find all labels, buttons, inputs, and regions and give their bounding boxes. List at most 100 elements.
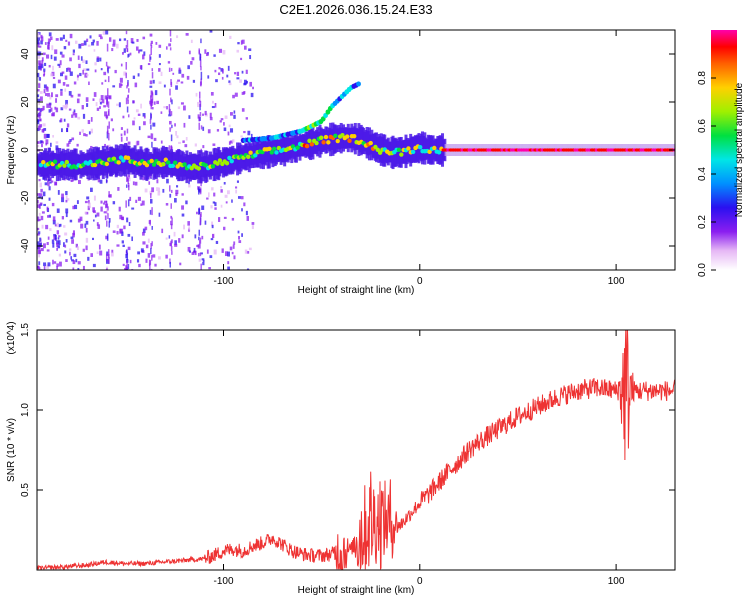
- noise-cell: [52, 259, 54, 265]
- noise-cell: [124, 267, 128, 270]
- noise-cell: [120, 133, 123, 137]
- noise-cell: [37, 193, 41, 196]
- noise-cell: [85, 211, 89, 215]
- ridge-point: [121, 158, 126, 163]
- streak-cell: [169, 108, 171, 114]
- noise-cell: [37, 141, 40, 144]
- streak-cell: [127, 114, 130, 118]
- noise-cell: [137, 113, 141, 116]
- ridge-point: [314, 140, 319, 146]
- noise-cell: [143, 115, 146, 119]
- noise-cell: [69, 71, 73, 76]
- noise-cell: [246, 215, 250, 221]
- streak-cell: [168, 235, 171, 239]
- noise-cell: [48, 186, 51, 191]
- noise-cell: [237, 42, 240, 45]
- noise-cell: [54, 224, 57, 227]
- colorbar-tick-label: 0.2: [697, 215, 708, 229]
- noise-cell: [200, 252, 203, 255]
- noise-cell: [87, 205, 90, 211]
- noise-cell: [105, 30, 109, 35]
- ridge-point: [267, 146, 272, 151]
- noise-cell: [123, 130, 126, 136]
- streak-cell: [126, 264, 128, 270]
- noise-cell: [49, 177, 52, 181]
- noise-cell: [212, 143, 216, 146]
- streak-cell: [106, 233, 109, 241]
- noise-cell: [53, 261, 57, 264]
- noise-cell: [41, 211, 45, 214]
- noise-cell: [181, 234, 184, 239]
- noise-cell: [54, 234, 57, 240]
- noise-cell: [190, 61, 193, 65]
- noise-cell: [39, 242, 42, 247]
- noise-cell: [38, 115, 41, 119]
- noise-cell: [209, 255, 213, 259]
- noise-cell: [79, 72, 82, 77]
- noise-cell: [48, 197, 51, 201]
- ridge-point: [104, 161, 110, 167]
- streak-cell: [125, 249, 128, 254]
- noise-cell: [122, 263, 125, 267]
- noise-cell: [156, 187, 159, 191]
- ridge-point: [246, 154, 251, 159]
- streak-cell: [107, 206, 109, 211]
- streak-cell: [126, 175, 128, 182]
- noise-cell: [52, 83, 56, 89]
- noise-cell: [152, 107, 154, 110]
- spectrogram-xlabel: Height of straight line (km): [298, 285, 415, 296]
- snr-multiplier: (x10^4): [6, 321, 17, 354]
- noise-cell: [37, 249, 41, 255]
- streak-cell: [200, 66, 202, 71]
- noise-cell: [39, 182, 43, 188]
- noise-cell: [244, 45, 247, 50]
- streak-cell: [199, 252, 202, 257]
- noise-cell: [50, 54, 53, 60]
- noise-cell: [238, 240, 242, 244]
- noise-cell: [97, 224, 101, 229]
- noise-cell: [142, 54, 145, 60]
- noise-cell: [116, 103, 120, 106]
- colorbar-label: Normalized spectral amplitude: [734, 82, 745, 217]
- noise-cell: [149, 190, 153, 195]
- ridge-point: [210, 164, 216, 169]
- streak-cell: [126, 260, 128, 265]
- ridge-point: [149, 158, 154, 164]
- noise-cell: [55, 38, 59, 41]
- noise-cell: [223, 226, 226, 231]
- noise-cell: [100, 200, 103, 204]
- streak-cell: [150, 193, 152, 199]
- noise-cell: [86, 103, 89, 107]
- streak-cell: [198, 122, 200, 130]
- noise-cell: [47, 92, 50, 97]
- noise-cell: [49, 94, 52, 100]
- noise-cell: [227, 131, 230, 136]
- noise-cell: [111, 48, 114, 52]
- noise-cell: [57, 190, 60, 195]
- noise-cell: [45, 224, 49, 230]
- noise-cell: [57, 79, 61, 84]
- noise-cell: [152, 79, 155, 84]
- streak-cell: [150, 95, 152, 102]
- noise-cell: [91, 237, 95, 241]
- streak-cell: [149, 173, 152, 179]
- noise-cell: [76, 200, 79, 204]
- noise-cell: [140, 203, 143, 206]
- noise-cell: [148, 181, 151, 185]
- streak-cell: [107, 76, 110, 83]
- noise-cell: [168, 43, 172, 47]
- noise-cell: [99, 250, 103, 256]
- noise-cell: [89, 35, 92, 39]
- noise-cell: [132, 100, 135, 104]
- noise-cell: [55, 94, 59, 98]
- noise-cell: [81, 129, 84, 133]
- noise-cell: [223, 216, 227, 219]
- colorbar-tick-label: 0.0: [697, 263, 708, 277]
- noise-cell: [51, 113, 55, 117]
- streak-cell: [170, 240, 172, 247]
- noise-cell: [235, 186, 238, 189]
- noise-cell: [188, 181, 190, 185]
- noise-cell: [44, 62, 47, 67]
- noise-cell: [240, 135, 243, 138]
- noise-cell: [99, 179, 103, 184]
